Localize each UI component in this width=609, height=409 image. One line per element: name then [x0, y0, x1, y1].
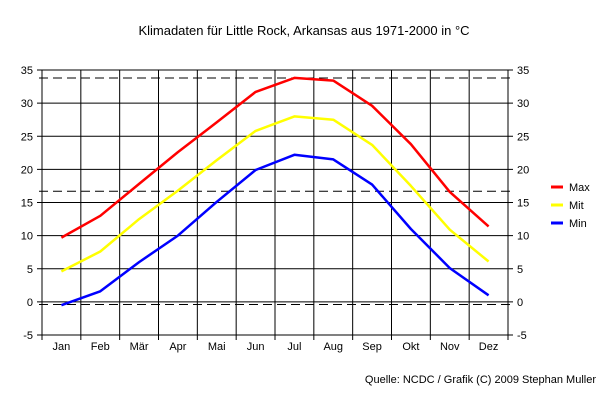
x-tick-label: Mai — [208, 341, 226, 353]
y-tick-label-left: 10 — [21, 231, 33, 243]
x-tick-label: Apr — [169, 341, 186, 353]
chart-title: Klimadaten für Little Rock, Arkansas aus… — [138, 23, 469, 38]
grid-lines — [41, 69, 509, 336]
y-tick-label-right: 5 — [517, 264, 523, 276]
y-tick-label-right: 20 — [517, 164, 529, 176]
y-tick-label-left: 15 — [21, 198, 33, 210]
series-line-max — [60, 76, 490, 239]
y-tick-label-left: 20 — [21, 164, 33, 176]
y-tick-label-left: -5 — [23, 330, 33, 342]
legend-label: Min — [569, 218, 587, 230]
x-tick-label: Jan — [53, 341, 71, 353]
y-tick-label-left: 35 — [21, 65, 33, 77]
x-tick-label: Jul — [287, 341, 301, 353]
source-note: Quelle: NCDC / Grafik (C) 2009 Stephan M… — [365, 374, 596, 386]
legend: Max Mit Min — [551, 182, 590, 230]
x-tick-label: Sep — [362, 341, 382, 353]
series-lines — [60, 76, 490, 307]
x-tick-label: Feb — [91, 341, 110, 353]
y-tick-label-right: 15 — [517, 198, 529, 210]
y-tick-label-right: -5 — [517, 330, 527, 342]
y-tick-label-right: 0 — [517, 297, 523, 309]
y-tick-label-left: 30 — [21, 98, 33, 110]
x-tick-label: Nov — [440, 341, 460, 353]
y-axis-left: 35 30 25 20 15 10 5 0 -5 — [21, 65, 42, 342]
y-tick-label-left: 25 — [21, 131, 33, 143]
y-tick-label-right: 30 — [517, 98, 529, 110]
x-tick-label: Okt — [402, 341, 419, 353]
series-line-min — [60, 153, 490, 307]
x-tick-label: Mär — [130, 341, 149, 353]
legend-label: Mit — [569, 200, 584, 212]
x-tick-label: Aug — [323, 341, 343, 353]
y-tick-label-right: 35 — [517, 65, 529, 77]
y-tick-label-left: 5 — [27, 264, 33, 276]
y-tick-label-right: 25 — [517, 131, 529, 143]
y-axis-right: 35 30 25 20 15 10 5 0 -5 — [508, 65, 529, 342]
x-tick-label: Jun — [247, 341, 265, 353]
x-tick-label: Dez — [479, 341, 499, 353]
x-axis: Jan Feb Mär Apr Mai Jun Jul Aug Sep Okt Nov Dez — [41, 335, 509, 353]
y-tick-label-left: 0 — [27, 297, 33, 309]
y-tick-label-right: 10 — [517, 231, 529, 243]
dashed-reference-lines — [39, 77, 511, 306]
legend-label: Max — [569, 182, 590, 194]
series-line-mit — [60, 115, 490, 273]
